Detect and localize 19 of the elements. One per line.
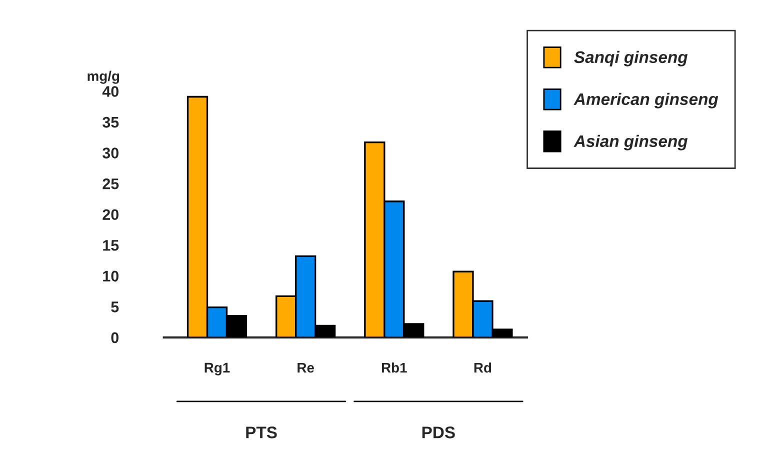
x-tick-label: Re [298,362,314,373]
legend-label: Sanqi ginseng [574,50,688,66]
text: PTS [246,426,277,438]
y-tick-label: 15 [103,240,119,251]
y-tick-label: 40 [102,86,119,97]
x-tick-label: Rd [474,362,492,373]
y-tick-label: 0 [111,332,119,344]
y-tick-label: 35 [102,116,119,128]
y-tick-label: 30 [102,148,119,158]
legend-label: American ginseng [574,92,718,108]
y-tick-label: 25 [102,178,119,190]
text: PDS [422,426,455,438]
x-tick-label: Rg1 [204,362,230,376]
y-tick-label: 10 [103,270,119,282]
y-tick-label: 20 [102,209,119,220]
legend-label: Asian ginseng [574,134,688,150]
y-tick-label: 5 [111,302,119,312]
y-axis-title: mg/g [88,70,120,84]
x-tick-label: Rb1 [382,362,407,373]
